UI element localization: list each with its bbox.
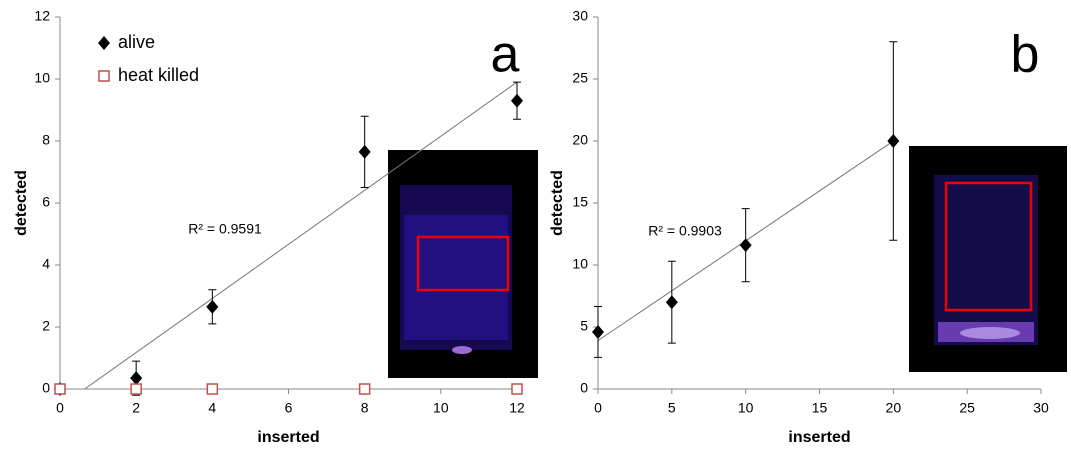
x-tick-label: 10: [433, 400, 449, 416]
y-tick-label: 25: [572, 70, 588, 86]
square-marker: [511, 383, 523, 395]
panel-label: b: [1011, 26, 1040, 84]
y-tick-label: 6: [42, 194, 50, 210]
square-marker: [358, 383, 371, 395]
legend-label: heat killed: [118, 65, 199, 85]
trendline: [84, 81, 518, 390]
x-tick-label: 2: [132, 400, 140, 416]
x-tick-label: 0: [56, 400, 64, 416]
legend-label: alive: [118, 32, 155, 52]
inset-image-a: [388, 150, 538, 378]
y-tick-label: 15: [572, 194, 588, 210]
x-tick-label: 8: [361, 400, 369, 416]
panel-label: a: [491, 26, 520, 84]
x-tick-label: 15: [812, 400, 828, 416]
square-marker: [130, 383, 142, 395]
diamond-marker: [739, 238, 752, 253]
legend-marker: [98, 70, 110, 82]
y-tick-label: 2: [42, 318, 50, 334]
y-tick-label: 30: [572, 8, 588, 24]
diamond-marker: [130, 371, 143, 386]
y-tick-label: 20: [572, 132, 588, 148]
x-axis-label: inserted: [257, 429, 319, 446]
diamond-marker: [206, 299, 219, 314]
diamond-marker: [592, 324, 604, 339]
diamond-marker: [358, 144, 371, 159]
r-squared-annotation: R² = 0.9591: [188, 221, 262, 237]
x-tick-label: 20: [886, 400, 902, 416]
y-tick-label: 12: [34, 8, 50, 24]
y-axis-label: detected: [13, 170, 30, 236]
diamond-marker: [665, 295, 678, 310]
x-axis-label: inserted: [788, 429, 850, 446]
y-tick-label: 5: [580, 318, 588, 334]
y-tick-label: 8: [42, 132, 50, 148]
diamond-marker: [887, 134, 900, 148]
diamond-marker: [511, 93, 523, 108]
x-tick-label: 25: [959, 400, 975, 416]
x-tick-label: 6: [285, 400, 293, 416]
square-marker: [54, 383, 66, 395]
y-tick-label: 0: [580, 380, 588, 396]
x-tick-label: 5: [668, 400, 676, 416]
y-tick-label: 0: [42, 380, 50, 396]
square-marker: [206, 383, 219, 395]
x-tick-label: 0: [594, 400, 602, 416]
x-tick-label: 4: [208, 400, 216, 416]
r-squared-annotation: R² = 0.9903: [648, 223, 722, 239]
y-tick-label: 10: [572, 256, 588, 272]
legend-marker: [98, 36, 110, 50]
y-axis-label: detected: [549, 170, 566, 236]
x-tick-label: 12: [509, 400, 525, 416]
x-tick-label: 30: [1033, 400, 1049, 416]
x-tick-label: 10: [738, 400, 754, 416]
y-tick-label: 4: [42, 256, 50, 272]
inset-image-b: [909, 146, 1067, 372]
y-tick-label: 10: [34, 70, 50, 86]
